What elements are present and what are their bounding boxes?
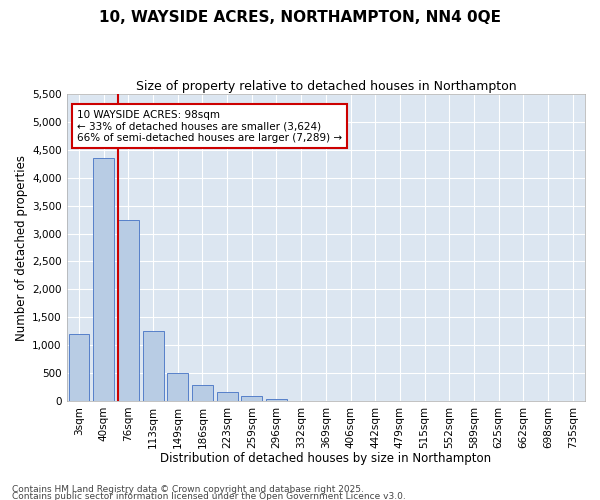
Text: Contains HM Land Registry data © Crown copyright and database right 2025.: Contains HM Land Registry data © Crown c… — [12, 486, 364, 494]
Text: 10, WAYSIDE ACRES, NORTHAMPTON, NN4 0QE: 10, WAYSIDE ACRES, NORTHAMPTON, NN4 0QE — [99, 10, 501, 25]
Bar — [217, 392, 238, 401]
Bar — [68, 334, 89, 401]
Title: Size of property relative to detached houses in Northampton: Size of property relative to detached ho… — [136, 80, 516, 93]
Text: Contains public sector information licensed under the Open Government Licence v3: Contains public sector information licen… — [12, 492, 406, 500]
Bar — [167, 373, 188, 401]
Bar — [118, 220, 139, 401]
Bar — [266, 399, 287, 401]
Y-axis label: Number of detached properties: Number of detached properties — [15, 154, 28, 340]
Bar — [192, 384, 213, 401]
Text: 10 WAYSIDE ACRES: 98sqm
← 33% of detached houses are smaller (3,624)
66% of semi: 10 WAYSIDE ACRES: 98sqm ← 33% of detache… — [77, 110, 342, 142]
Bar — [93, 158, 114, 401]
X-axis label: Distribution of detached houses by size in Northampton: Distribution of detached houses by size … — [160, 452, 491, 465]
Bar — [143, 330, 164, 401]
Bar — [241, 396, 262, 401]
